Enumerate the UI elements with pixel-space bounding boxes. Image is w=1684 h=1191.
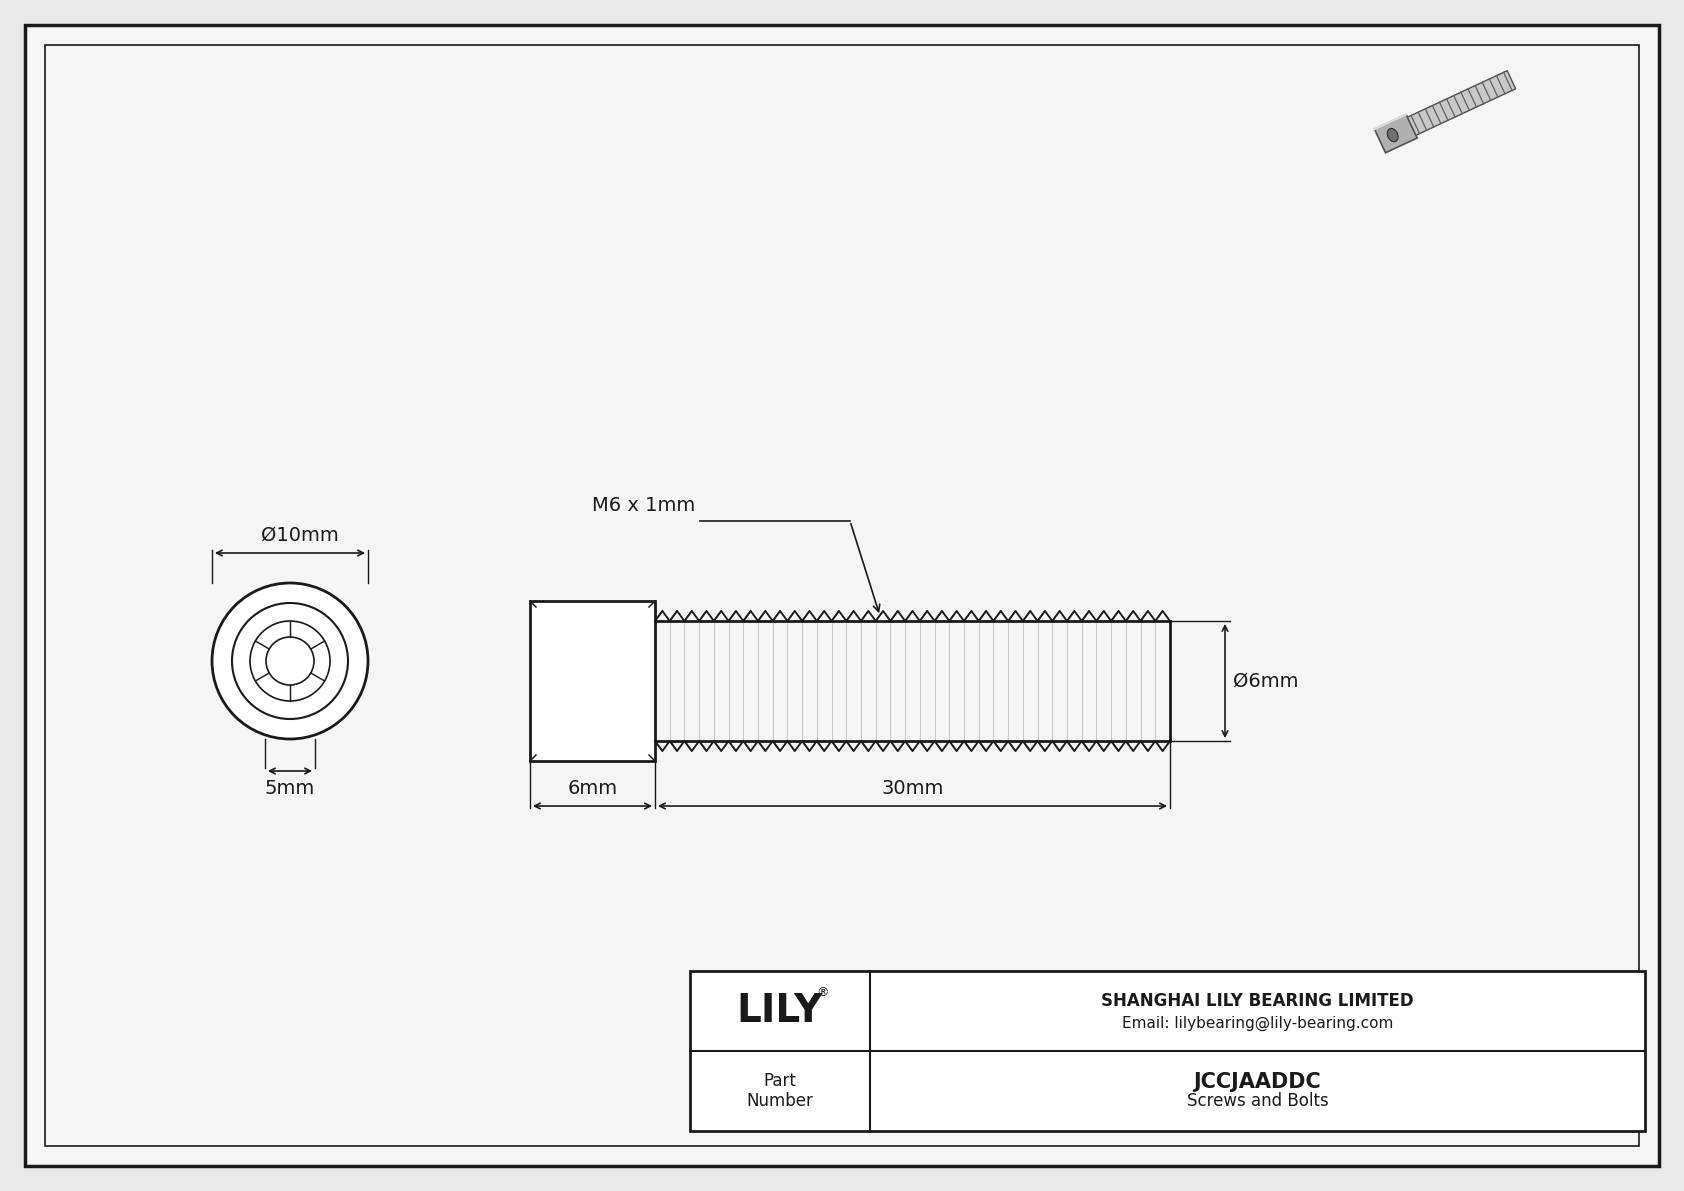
Text: M6 x 1mm: M6 x 1mm xyxy=(591,495,695,515)
Text: LILY: LILY xyxy=(738,992,823,1030)
Text: Screws and Bolts: Screws and Bolts xyxy=(1187,1092,1329,1110)
Text: SHANGHAI LILY BEARING LIMITED: SHANGHAI LILY BEARING LIMITED xyxy=(1101,992,1415,1010)
Bar xyxy=(690,971,1645,1131)
Text: 5mm: 5mm xyxy=(264,779,315,798)
Text: Ø6mm: Ø6mm xyxy=(1233,672,1298,691)
Text: Ø10mm: Ø10mm xyxy=(261,526,338,545)
Text: 6mm: 6mm xyxy=(568,779,618,798)
Text: Part
Number: Part Number xyxy=(746,1072,813,1110)
Ellipse shape xyxy=(1388,129,1398,142)
Bar xyxy=(530,601,655,761)
Text: JCCJAADDC: JCCJAADDC xyxy=(1194,1072,1322,1092)
Text: ®: ® xyxy=(815,986,829,999)
Text: 30mm: 30mm xyxy=(881,779,943,798)
Circle shape xyxy=(212,584,369,738)
Polygon shape xyxy=(1374,114,1418,152)
Text: Email: lilybearing@lily-bearing.com: Email: lilybearing@lily-bearing.com xyxy=(1122,1016,1393,1030)
Polygon shape xyxy=(1408,70,1516,136)
